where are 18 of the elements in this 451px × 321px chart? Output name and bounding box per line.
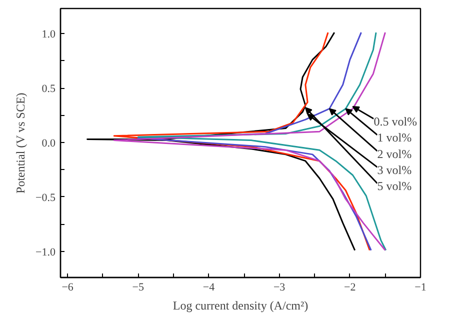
y-tick-label: 1.0 [42,28,56,41]
x-tick-label: −4 [202,282,216,294]
x-tick-label: −3 [273,282,286,294]
annotation: 3 vol% [377,162,412,177]
annotation: 1 vol% [377,130,412,145]
x-tick-label: −2 [344,282,356,294]
annotation: 5 vol% [377,179,412,194]
y-tick-label: −0.5 [36,192,56,204]
x-tick-label: −1 [414,282,426,294]
y-tick-label: 0.5 [42,83,56,95]
x-tick-label: −6 [62,282,74,294]
annotation: 0.5 vol% [374,114,418,128]
x-tick-label: −5 [132,282,144,294]
y-axis-title: Potential (V vs SCE) [14,92,28,194]
annotation: 2 vol% [377,146,412,161]
x-axis-title: Log current density (A/cm²) [172,298,308,312]
y-tick-label: −1.0 [36,246,56,258]
y-tick-label: 0.0 [42,137,56,150]
